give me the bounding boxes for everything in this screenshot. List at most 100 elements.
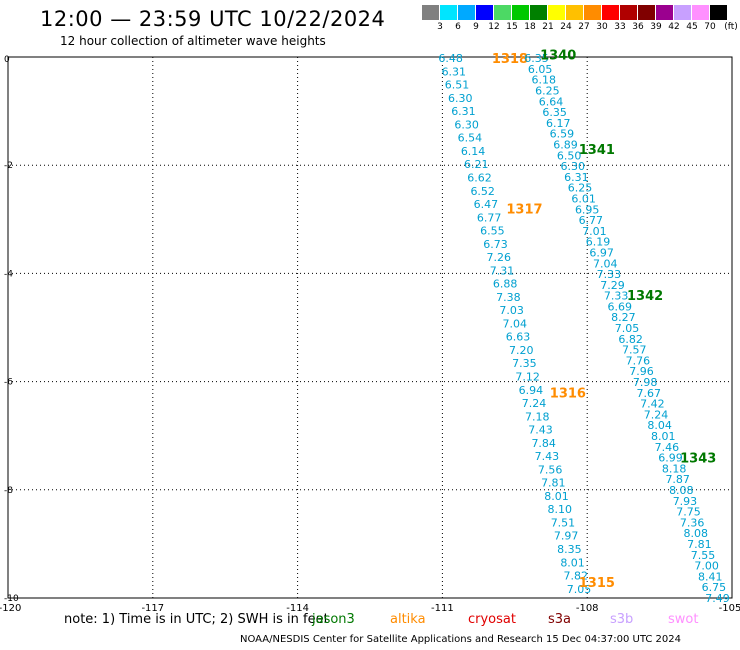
wave-height-value: 6.25 [568, 182, 593, 195]
colorbar-swatch [476, 5, 493, 20]
wave-height-value: 8.08 [684, 527, 709, 540]
wave-height-value: 7.33 [604, 290, 629, 303]
colorbar-label: 30 [596, 22, 608, 32]
satellite-legend-item: cryosat [468, 612, 516, 627]
satellite-legend-item: altika [390, 612, 426, 627]
wave-height-value: 6.17 [546, 117, 571, 130]
x-tick-label: -120 [0, 603, 21, 614]
colorbar-swatch [440, 5, 457, 20]
pass-number-label: 1340 [540, 48, 576, 63]
wave-height-value: 7.81 [687, 538, 712, 551]
colorbar-swatch [530, 5, 547, 20]
wave-height-value: 6.77 [579, 214, 604, 227]
wave-height-value: 6.31 [451, 105, 476, 118]
note-text: note: 1) Time is in UTC; 2) SWH is in fe… [64, 612, 329, 627]
wave-height-value: 7.18 [525, 410, 550, 423]
wave-height-value: 8.41 [698, 570, 723, 583]
wave-height-value: 7.51 [551, 516, 576, 529]
wave-height-value: 7.87 [665, 473, 690, 486]
x-tick-label: -117 [141, 603, 164, 614]
satellite-legend-item: s3a [548, 612, 572, 627]
wave-height-value: 6.77 [477, 211, 502, 224]
wave-height-value: 7.01 [582, 225, 607, 238]
wave-height-value: 7.67 [636, 387, 661, 400]
wave-height-value: 6.18 [532, 74, 557, 87]
wave-height-value: 8.01 [651, 430, 676, 443]
wave-height-value: 7.26 [487, 251, 512, 264]
colorbar-swatch [548, 5, 565, 20]
colorbar-label: 36 [632, 22, 644, 32]
page-title: 12:00 — 23:59 UTC 10/22/2024 [40, 7, 386, 31]
wave-height-value: 6.01 [571, 192, 596, 205]
wave-height-value: 7.56 [538, 463, 563, 476]
y-tick-label: -6 [4, 378, 13, 388]
wave-height-value: 6.59 [550, 128, 575, 141]
pass-number-label: 1318 [492, 52, 528, 67]
colorbar-label: 15 [506, 22, 518, 32]
colorbar-label: 18 [524, 22, 536, 32]
wave-height-value: 7.05 [567, 583, 592, 596]
colorbar-label: 39 [650, 22, 662, 32]
wave-height-value: 8.04 [647, 419, 672, 432]
wave-height-value: 7.49 [705, 592, 730, 605]
wave-height-value: 7.36 [680, 516, 705, 529]
wave-height-value: 7.43 [535, 450, 560, 463]
x-tick-label: -114 [286, 603, 309, 614]
wave-height-value: 7.96 [629, 365, 654, 378]
colorbar-swatch [566, 5, 583, 20]
wave-height-value: 6.99 [658, 452, 683, 465]
wave-height-value: 7.04 [593, 257, 618, 270]
wave-height-value: 6.75 [702, 581, 727, 594]
wave-height-value: 7.03 [499, 304, 524, 317]
footer-credit: NOAA/NESDIS Center for Satellite Applica… [240, 634, 682, 645]
wave-height-value: 6.25 [535, 84, 560, 97]
wave-height-value: 6.94 [519, 384, 544, 397]
wave-height-value: 6.95 [575, 203, 600, 216]
wave-height-value: 6.88 [493, 278, 518, 291]
wave-height-value: 6.51 [445, 79, 470, 92]
wave-height-value: 6.05 [528, 63, 553, 76]
wave-height-value: 8.01 [544, 490, 569, 503]
wave-height-value: 7.84 [531, 437, 556, 450]
colorbar-label: 45 [686, 22, 698, 32]
pass-number-label: 1341 [579, 143, 615, 158]
wave-height-value: 7.97 [554, 530, 579, 543]
satellite-legend-item: swot [668, 612, 699, 627]
wave-height-value: 8.35 [557, 543, 582, 556]
y-tick-label: -4 [4, 269, 13, 279]
wave-height-value: 8.08 [669, 484, 694, 497]
wave-height-value: 6.97 [589, 246, 614, 259]
wave-height-value: 6.55 [480, 225, 505, 238]
y-tick-label: -8 [4, 486, 13, 496]
wave-height-value: 6.64 [539, 95, 564, 108]
colorbar-unit: (ft) [724, 22, 738, 32]
wave-height-value: 6.14 [461, 145, 486, 158]
wave-height-value: 6.30 [454, 118, 479, 131]
wave-height-value: 6.35 [542, 106, 567, 119]
wave-height-value: 7.24 [644, 408, 669, 421]
wave-height-value: 6.21 [464, 158, 489, 171]
colorbar-label: 3 [437, 22, 443, 32]
wave-height-value: 7.82 [564, 570, 589, 583]
wave-height-value: 6.69 [608, 300, 633, 313]
wave-height-value: 7.00 [694, 560, 719, 573]
wave-height-value: 7.38 [496, 291, 521, 304]
wave-height-value: 6.82 [618, 333, 643, 346]
x-tick-label: -105 [719, 603, 740, 614]
wave-height-value: 6.73 [483, 238, 508, 251]
wave-height-value: 7.31 [490, 264, 515, 277]
wave-height-value: 6.52 [470, 185, 495, 198]
satellite-legend-item: jason3 [312, 612, 355, 627]
colorbar-swatch [494, 5, 511, 20]
pass-number-label: 1343 [680, 451, 716, 466]
wave-height-value: 7.93 [673, 495, 698, 508]
colorbar-label: 9 [473, 22, 479, 32]
wave-height-value: 7.55 [691, 549, 716, 562]
y-tick-label: -2 [4, 161, 13, 171]
wave-height-value: 7.33 [597, 268, 622, 281]
colorbar-label: 21 [542, 22, 554, 32]
wave-height-value: 8.27 [611, 311, 636, 324]
wave-height-value: 8.18 [662, 462, 687, 475]
wave-height-value: 7.75 [676, 506, 701, 519]
